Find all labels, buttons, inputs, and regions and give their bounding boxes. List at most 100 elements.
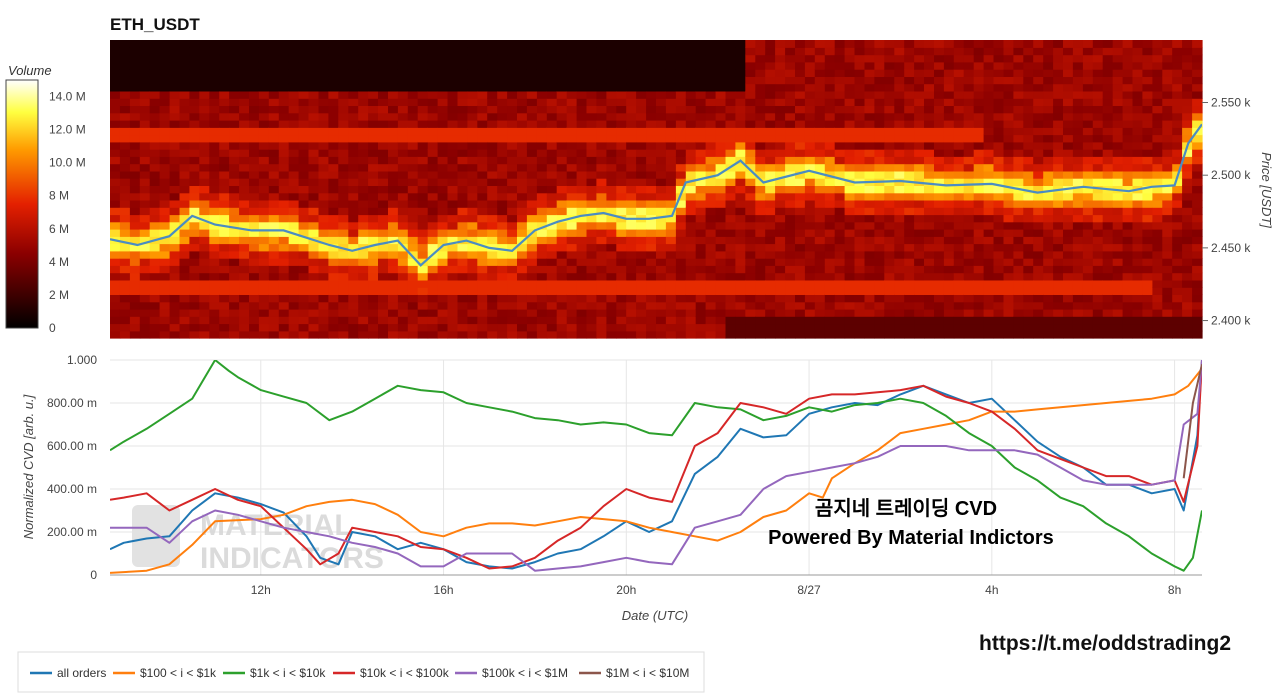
heatmap-cell [368,127,379,136]
heatmap-cell [1172,323,1183,332]
heatmap-cell [388,61,399,70]
heatmap-cell [388,54,399,63]
legend-item-label[interactable]: $1M < i < $10M [606,666,689,680]
heatmap-cell [824,83,836,92]
heatmap-cell [685,90,697,99]
heatmap-cell [1072,149,1084,157]
heatmap-cell [795,112,806,121]
heatmap-cell [1162,236,1173,245]
heatmap-cell [288,221,300,230]
heatmap-cell [864,229,875,237]
heatmap-cell [427,330,439,339]
heatmap-cell [1013,105,1024,114]
heatmap-cell [199,265,210,274]
heatmap-cell [824,199,836,208]
heatmap-cell [1172,156,1183,165]
heatmap-cell [477,112,488,121]
heatmap-cell [795,54,806,63]
heatmap-cell [586,229,597,237]
cvd-x-tick-label: 8h [1168,583,1181,597]
heatmap-cell [755,243,766,252]
heatmap-cell [685,120,697,128]
heatmap-cell [586,185,597,194]
heatmap-cell [556,47,568,56]
heatmap-cell [804,294,816,303]
heatmap-cell [804,287,816,295]
heatmap-cell [169,207,181,216]
heatmap-cell [139,250,151,259]
heatmap-cell [556,156,568,165]
heatmap-cell [1182,316,1193,325]
heatmap-cell [685,149,697,157]
legend-item-label[interactable]: $1k < i < $10k [250,666,326,680]
heatmap-cell [536,199,548,208]
telegram-link[interactable]: https://t.me/oddstrading2 [979,632,1231,655]
heatmap-cell [209,90,220,99]
heatmap-cell [804,229,816,237]
heatmap-cell [507,112,518,121]
heatmap-cell [229,112,240,121]
heatmap-cell [904,40,915,48]
heatmap-cell [715,170,727,179]
heatmap-cell [507,207,518,216]
heatmap-cell [288,316,300,325]
heatmap-cell [308,69,319,77]
legend-item-label[interactable]: $10k < i < $100k [360,666,450,680]
heatmap-cell [755,323,766,332]
heatmap-cell [973,178,985,186]
heatmap-cell [1182,308,1193,317]
heatmap-cell [983,265,995,274]
legend-item-label[interactable]: $100k < i < $1M [482,666,568,680]
heatmap-cell [477,199,488,208]
heatmap-cell [1003,308,1014,317]
heatmap-cell [526,207,538,216]
heatmap-cell [834,316,846,325]
heatmap-cell [675,178,687,186]
heatmap-cell [1162,301,1173,310]
heatmap-cell [298,134,310,143]
heatmap-cell [517,54,528,63]
heatmap-cell [457,192,468,201]
heatmap-cell [338,316,349,325]
heatmap-cell [606,250,617,259]
heatmap-cell [675,90,687,99]
heatmap-cell [785,221,796,230]
heatmap-cell [467,294,478,303]
heatmap-cell [804,141,816,150]
heatmap-cell [874,134,885,143]
legend-item-label[interactable]: $100 < i < $1k [140,666,217,680]
heatmap-cell [725,265,736,274]
heatmap-cell [268,199,280,208]
heatmap-cell [358,76,369,85]
heatmap-cell [983,120,995,128]
heatmap-cell [526,199,538,208]
heatmap-cell [477,134,488,143]
heatmap-cell [129,316,141,325]
heatmap-cell [1072,316,1084,325]
heatmap-cell [844,199,856,208]
heatmap-cell [318,149,329,157]
heatmap-cell [1192,47,1203,56]
heatmap-cell [695,243,707,252]
legend-item-label[interactable]: all orders [57,666,106,680]
heatmap-cell [914,214,925,223]
heatmap-cell [765,185,776,194]
heatmap-cell [1122,192,1134,201]
heatmap-cell [1063,47,1074,56]
heatmap-cell [258,308,270,317]
heatmap-cell [636,112,647,121]
heatmap-cell [199,250,210,259]
heatmap-cell [616,330,627,339]
heatmap-cell [119,258,131,266]
heatmap-cell [417,229,429,237]
heatmap-cell [894,316,905,325]
heatmap-cell [646,61,657,70]
heatmap-cell [258,149,270,157]
heatmap-cell [864,250,875,259]
heatmap-cell [249,47,260,56]
heatmap-cell [159,323,171,332]
heatmap-cell [775,301,786,310]
heatmap-cell [278,40,290,48]
heatmap-cell [884,40,895,48]
heatmap-cell [368,221,379,230]
